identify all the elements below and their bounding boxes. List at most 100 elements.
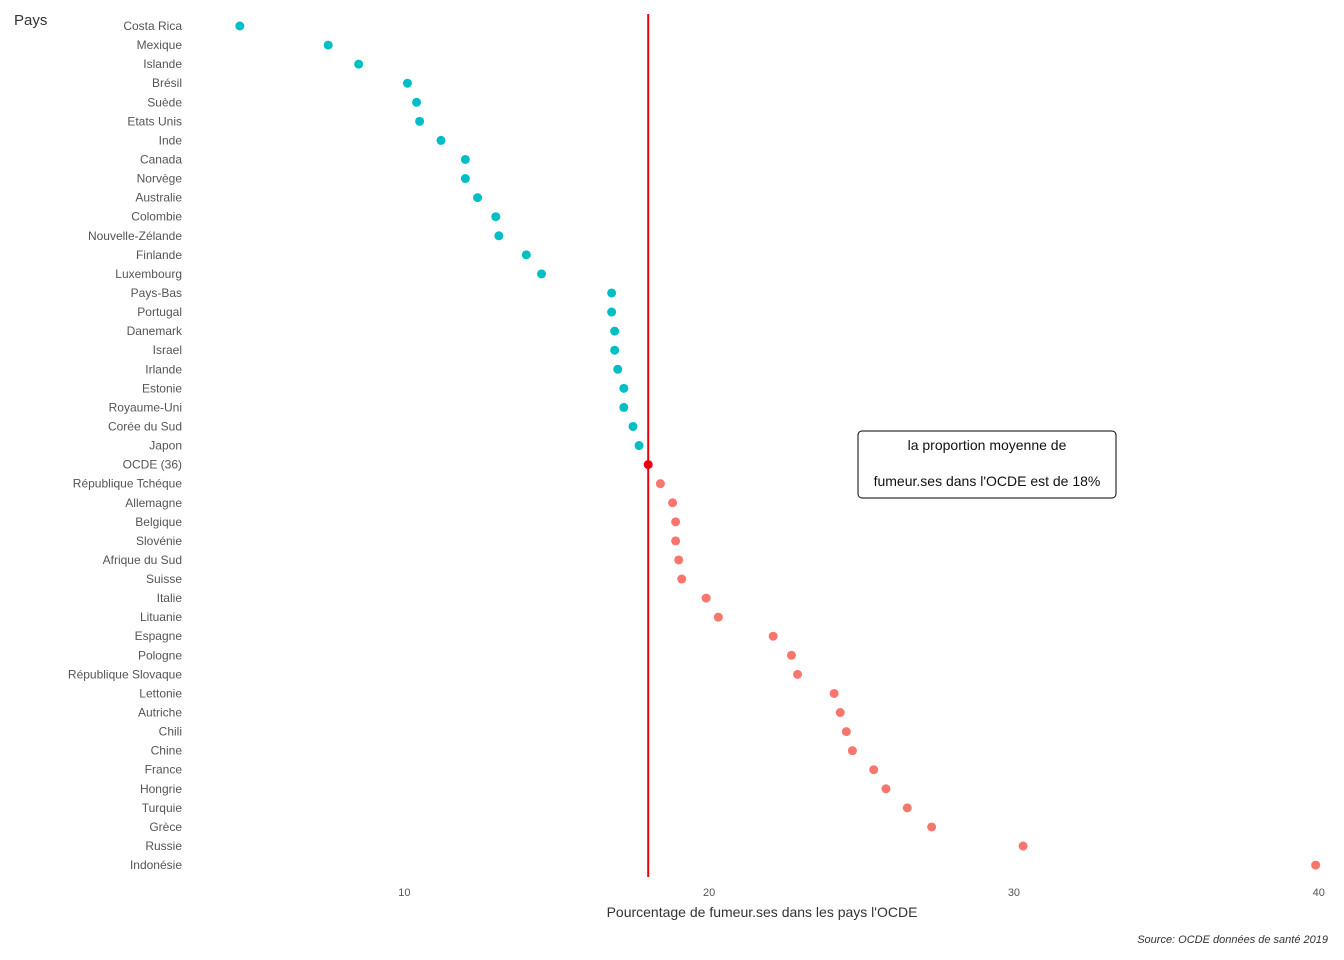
country-label: Luxembourg xyxy=(115,267,182,281)
data-point xyxy=(619,402,629,412)
data-point xyxy=(491,212,501,222)
country-label: Lettonie xyxy=(139,686,182,700)
data-point xyxy=(494,231,504,241)
country-label: Pologne xyxy=(138,648,182,662)
country-label: Lituanie xyxy=(140,610,182,624)
data-point xyxy=(668,498,678,508)
data-point xyxy=(835,708,845,718)
data-point xyxy=(521,250,531,260)
country-label: Israel xyxy=(153,343,182,357)
x-tick-label: 10 xyxy=(398,887,410,899)
country-label: France xyxy=(145,763,183,777)
data-point xyxy=(674,555,684,565)
data-point xyxy=(402,78,412,88)
country-label: Autriche xyxy=(138,706,182,720)
data-point xyxy=(628,421,638,431)
data-point xyxy=(610,326,620,336)
country-label: Danemark xyxy=(127,324,183,338)
country-label: Russie xyxy=(145,839,182,853)
country-label: OCDE (36) xyxy=(123,458,182,472)
x-tick-label: 40 xyxy=(1313,887,1325,899)
data-point xyxy=(869,765,879,775)
source-caption: Source: OCDE données de santé 2019 xyxy=(1137,934,1328,946)
country-label: Mexique xyxy=(137,38,183,52)
data-point xyxy=(768,631,778,641)
data-point xyxy=(677,574,687,584)
data-point xyxy=(841,727,851,737)
data-point xyxy=(634,441,644,451)
data-point xyxy=(412,97,422,107)
data-point xyxy=(607,288,617,298)
country-label: Pays-Bas xyxy=(131,286,182,300)
country-label: Canada xyxy=(140,152,182,166)
data-point xyxy=(793,669,803,679)
data-point xyxy=(643,460,653,470)
country-label: République Tchéque xyxy=(73,477,183,491)
annotation-line-1: la proportion moyenne de xyxy=(908,437,1067,453)
x-axis-ticks: 10 20 30 40 xyxy=(398,887,1325,899)
country-label: Australie xyxy=(135,191,182,205)
data-point xyxy=(671,517,681,527)
country-label: Allemagne xyxy=(125,496,182,510)
country-label: Colombie xyxy=(131,210,182,224)
country-label: Nouvelle-Zélande xyxy=(88,229,182,243)
x-tick-label: 20 xyxy=(703,887,715,899)
data-point xyxy=(619,383,629,393)
country-label: Slovénie xyxy=(136,534,182,548)
data-point xyxy=(354,59,364,69)
data-point xyxy=(473,193,483,203)
data-point xyxy=(713,612,723,622)
data-point xyxy=(1311,860,1321,870)
data-point xyxy=(829,688,839,698)
annotation-box xyxy=(857,430,1117,499)
data-point xyxy=(847,746,857,756)
y-axis-title: Pays xyxy=(14,12,47,29)
country-label: Finlande xyxy=(136,248,182,262)
country-label: Italie xyxy=(157,591,183,605)
country-label: Costa Rica xyxy=(123,19,182,33)
data-point xyxy=(323,40,333,50)
data-point xyxy=(671,536,681,546)
data-point xyxy=(902,803,912,813)
country-label: Japon xyxy=(149,439,182,453)
data-point xyxy=(460,174,470,184)
data-point xyxy=(610,345,620,355)
country-label: Portugal xyxy=(137,305,182,319)
country-label: Indonésie xyxy=(130,858,182,872)
country-label: Suisse xyxy=(146,572,182,586)
data-points xyxy=(235,21,1321,870)
data-point xyxy=(1018,841,1028,851)
data-point xyxy=(537,269,547,279)
data-point xyxy=(415,116,425,126)
country-label: Inde xyxy=(159,133,183,147)
data-point xyxy=(927,822,937,832)
country-rows: Costa Rica Mexique Islande Brésil Suède Etats… xyxy=(68,19,183,872)
country-label: Chine xyxy=(151,744,183,758)
country-label: Espagne xyxy=(135,629,183,643)
data-point xyxy=(881,784,891,794)
country-label: Belgique xyxy=(135,515,182,529)
country-label: Etats Unis xyxy=(127,114,182,128)
x-tick-label: 30 xyxy=(1008,887,1020,899)
data-point xyxy=(436,135,446,145)
data-point xyxy=(701,593,711,603)
data-point xyxy=(786,650,796,660)
annotation-line-2: fumeur.ses dans l'OCDE est de 18% xyxy=(874,473,1101,489)
country-label: Grèce xyxy=(149,820,182,834)
data-point xyxy=(235,21,245,31)
country-label: Royaume-Uni xyxy=(109,400,182,414)
country-label: Islande xyxy=(143,57,182,71)
country-label: Irlande xyxy=(145,362,182,376)
data-point xyxy=(460,154,470,164)
country-label: Hongrie xyxy=(140,782,182,796)
country-label: Afrique du Sud xyxy=(103,553,182,567)
country-label: Suède xyxy=(147,95,182,109)
average-annotation: la proportion moyenne de fumeur.ses dans… xyxy=(857,430,1117,499)
data-point xyxy=(613,364,623,374)
country-label: Estonie xyxy=(142,381,182,395)
x-axis-title: Pourcentage de fumeur.ses dans les pays … xyxy=(607,904,918,920)
country-label: Chili xyxy=(159,725,182,739)
country-label: Corée du Sud xyxy=(108,419,182,433)
country-label: Norvège xyxy=(137,172,183,186)
country-label: Brésil xyxy=(152,76,182,90)
